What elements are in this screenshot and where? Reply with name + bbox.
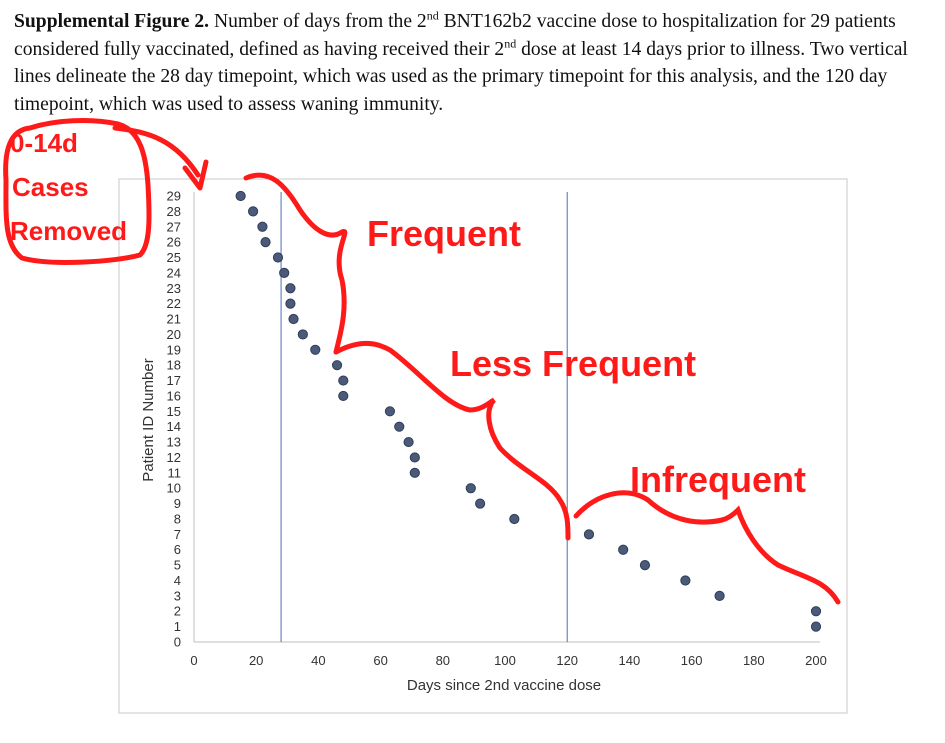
y-tick-label-22: 22 <box>167 296 181 311</box>
y-tick-label-28: 28 <box>167 204 181 219</box>
y-tick-label-3: 3 <box>174 588 181 603</box>
x-tick-label-140: 140 <box>619 653 641 668</box>
caption-sup-2: nd <box>504 35 517 50</box>
y-tick-label-25: 25 <box>167 250 181 265</box>
data-point-4 <box>260 237 271 248</box>
y-tick-label-9: 9 <box>174 496 181 511</box>
x-axis-label: Days since 2nd vaccine dose <box>407 677 601 694</box>
y-tick-label-1: 1 <box>174 619 181 634</box>
y-tick-label-18: 18 <box>167 358 181 373</box>
x-tick-label-200: 200 <box>805 653 827 668</box>
x-tick-label-0: 0 <box>190 653 197 668</box>
y-tick-label-10: 10 <box>167 481 181 496</box>
figure-caption: Supplemental Figure 2. Number of days fr… <box>14 8 929 118</box>
plot-area: 0 20 40 60 80 100 120 140 160 180 2000123456789101… <box>167 189 827 669</box>
removed-label-line3: Removed <box>10 216 127 246</box>
data-point-29 <box>810 621 822 632</box>
data-point-15 <box>384 406 396 417</box>
y-tick-label-12: 12 <box>167 450 181 465</box>
y-tick-label-27: 27 <box>167 219 181 234</box>
infrequent-label: Infrequent <box>630 459 806 500</box>
data-point-19 <box>409 467 420 478</box>
data-point-10 <box>297 329 308 340</box>
x-tick-label-100: 100 <box>494 653 516 668</box>
y-tick-label-14: 14 <box>167 419 181 434</box>
data-point-24 <box>618 544 629 555</box>
x-tick-label-180: 180 <box>743 653 765 668</box>
y-tick-label-11: 11 <box>168 465 182 480</box>
data-point-1 <box>235 190 246 202</box>
caption-bold: Supplemental Figure 2. <box>14 11 210 32</box>
y-tick-label-19: 19 <box>167 342 181 357</box>
data-point-28 <box>810 606 822 617</box>
y-tick-label-17: 17 <box>167 373 181 388</box>
y-tick-label-26: 26 <box>167 235 181 250</box>
y-tick-label-13: 13 <box>167 435 181 450</box>
y-tick-label-4: 4 <box>174 573 181 588</box>
y-tick-label-16: 16 <box>167 388 181 403</box>
data-point-9 <box>288 313 299 325</box>
y-tick-label-8: 8 <box>174 511 181 526</box>
less-frequent-label: Less Frequent <box>450 343 696 384</box>
y-tick-label-15: 15 <box>167 404 181 419</box>
y-tick-label-5: 5 <box>174 558 181 573</box>
y-tick-label-20: 20 <box>167 327 181 342</box>
x-tick-label-120: 120 <box>556 653 578 668</box>
y-tick-label-0: 0 <box>174 635 181 650</box>
data-point-11 <box>310 344 321 355</box>
caption-sup-1: nd <box>426 8 439 23</box>
data-point-18 <box>409 452 420 463</box>
y-tick-label-29: 29 <box>167 189 181 204</box>
data-point-21 <box>475 498 486 509</box>
x-tick-label-60: 60 <box>373 653 387 668</box>
data-point-13 <box>338 375 349 386</box>
data-point-23 <box>583 529 595 540</box>
caption-text-2: BNT162b2 vaccine dose to hospitalization… <box>14 11 896 60</box>
y-tick-label-23: 23 <box>167 281 181 296</box>
data-point-20 <box>465 483 476 494</box>
removed-scribble-circle <box>3 118 152 265</box>
data-point-6 <box>279 267 290 278</box>
data-point-12 <box>331 360 343 371</box>
data-point-22 <box>509 513 520 525</box>
removed-label-line1: 0-14d <box>10 128 78 158</box>
data-point-3 <box>257 221 268 232</box>
removed-label-line2: Cases <box>12 172 89 202</box>
data-point-17 <box>403 436 414 448</box>
frequent-label: Frequent <box>367 213 521 254</box>
data-point-8 <box>285 298 296 309</box>
x-tick-label-20: 20 <box>249 653 263 668</box>
frequent-bracket <box>243 172 348 355</box>
y-axis-label: Patient ID Number <box>140 358 157 481</box>
data-point-2 <box>247 206 259 217</box>
removed-arrow <box>112 125 201 178</box>
data-point-16 <box>394 421 405 432</box>
x-tick-label-160: 160 <box>681 653 703 668</box>
data-point-7 <box>285 283 296 294</box>
data-point-27 <box>714 590 725 601</box>
removed-arrow-head <box>182 159 209 191</box>
caption-text-3: dose at least 14 days prior to illness. … <box>14 38 908 115</box>
y-tick-label-6: 6 <box>174 542 181 557</box>
x-tick-label-80: 80 <box>436 653 450 668</box>
data-point-26 <box>680 575 691 586</box>
data-point-5 <box>272 252 284 263</box>
y-tick-label-21: 21 <box>167 312 181 327</box>
annotation-layer: 0-14d Cases Removed Frequent Less Freque… <box>3 118 841 605</box>
x-tick-label-40: 40 <box>311 653 325 668</box>
infrequent-bracket <box>573 490 841 605</box>
y-tick-label-2: 2 <box>174 604 181 619</box>
y-tick-label-24: 24 <box>167 265 181 280</box>
y-tick-label-7: 7 <box>174 527 181 542</box>
less-frequent-bracket <box>333 341 571 541</box>
chart-frame <box>118 178 848 714</box>
data-point-25 <box>639 560 651 571</box>
data-point-14 <box>338 390 349 402</box>
caption-text-1: Number of days from the 2 <box>209 11 427 32</box>
